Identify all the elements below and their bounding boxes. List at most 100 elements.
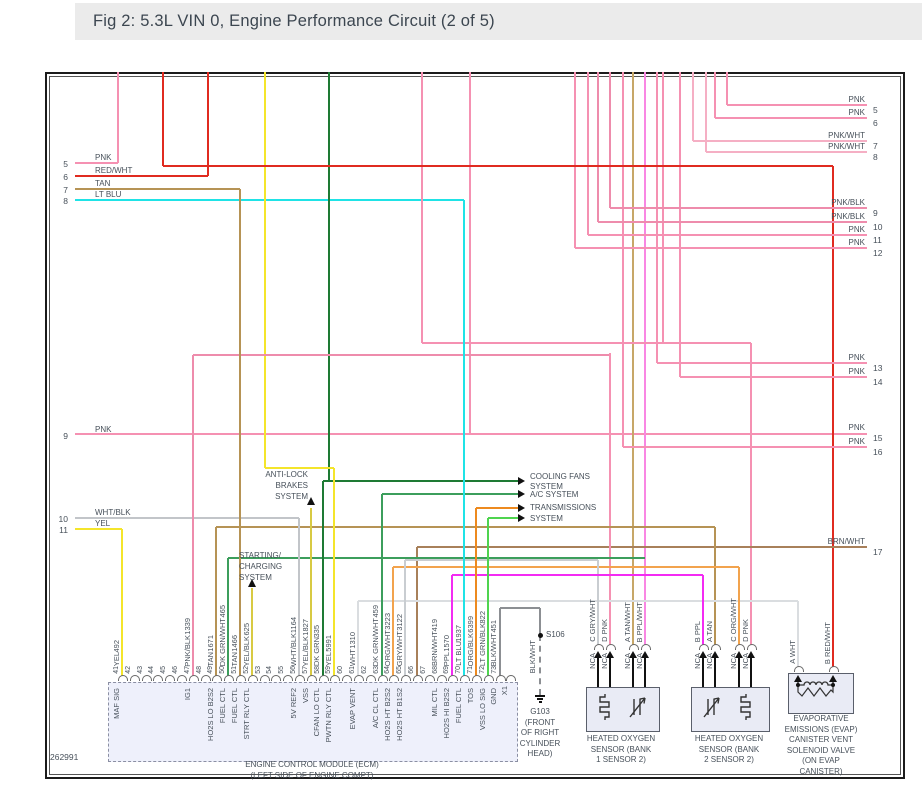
- wire-segment: [750, 343, 752, 645]
- terminal-nca: NCA: [599, 653, 609, 669]
- terminal-id-and-wire: A TAN/WHT: [622, 601, 632, 642]
- wire-segment: [265, 467, 334, 469]
- terminal-arc: [794, 666, 804, 672]
- pin-function-stack: 5V REF2: [288, 688, 299, 718]
- pin-wire-color: WHT: [347, 649, 357, 667]
- pin-wire-color: DK GRN/WHT: [217, 617, 227, 667]
- wire-segment: [475, 508, 477, 676]
- wire-segment: [216, 526, 715, 528]
- pin-text-stack: 1671 TAN 49: [205, 558, 216, 674]
- wire-segment: [656, 72, 658, 363]
- lead-wire-label-right: PNK/WHT: [828, 142, 865, 151]
- wire-segment: [714, 527, 716, 645]
- terminal-arc: [594, 644, 604, 650]
- wire-segment: [251, 588, 253, 676]
- ground-label-g103: CYLINDER: [519, 738, 561, 748]
- connector-pin-arc: [259, 675, 270, 681]
- pin-wire-color: ORG/BLK: [465, 632, 475, 667]
- pin-wire-color: LT GRN/BLK: [477, 623, 487, 667]
- wire-segment: [422, 342, 751, 344]
- connector-pin-arc: [165, 675, 176, 681]
- lead-wire-label-left: WHT/BLK: [95, 508, 131, 517]
- pin-number: 61: [349, 666, 356, 674]
- lead-wire-label-right: PNK: [848, 238, 865, 247]
- terminal-wire-label: B PPL/WHT: [634, 596, 645, 642]
- splice-dot-s106: [537, 632, 543, 638]
- connector-pin-arc: [118, 675, 128, 681]
- wire-segment: [692, 72, 694, 141]
- wire-segment: [192, 355, 194, 676]
- lead-wire-label-right: PNK: [848, 367, 865, 376]
- terminal-arrow: [746, 651, 755, 658]
- connector-pin-arc: [330, 675, 341, 681]
- wire-segment: [328, 72, 330, 481]
- lead-number-right: 10: [873, 222, 883, 232]
- pin-number: 67: [419, 666, 427, 674]
- pin-wire-color: TAN: [206, 651, 216, 667]
- pin-number: 64: [384, 666, 392, 674]
- wire-segment: [463, 200, 465, 676]
- pin-circuit-number: 1570: [442, 635, 452, 653]
- terminal-id-and-wire: B RED/WHT: [822, 621, 832, 664]
- connector-pin-arc: [354, 675, 364, 681]
- cooling-fans-label: SYSTEM: [530, 482, 563, 491]
- lead-number-left: 9: [63, 431, 68, 441]
- wire-segment: [609, 72, 611, 208]
- connector-pin-arc: [129, 675, 140, 681]
- terminal-arc: [735, 644, 745, 650]
- pin-text-stack: 3223 ORG/WHT 64: [382, 558, 393, 674]
- connector-pin-arc: [377, 675, 388, 681]
- wire-segment: [75, 162, 118, 164]
- pin-wire-color: DK GRN/WHT: [371, 617, 381, 667]
- connector-pin-arc: [247, 675, 258, 681]
- terminal-wire-label: D PNK: [599, 596, 610, 642]
- pin-circuit-number: 492: [111, 639, 121, 653]
- wire-segment: [797, 601, 799, 668]
- connector-pin-arc: [200, 675, 211, 681]
- terminal-id-and-wire: A WHT: [787, 640, 797, 664]
- wire-segment: [227, 558, 229, 676]
- ground-label-g103: G103: [530, 707, 550, 716]
- terminal-arc: [699, 644, 709, 650]
- ac-system-arrow: [518, 490, 525, 498]
- wire-segment: [75, 433, 867, 435]
- terminal-nca-label: NCA: [704, 653, 715, 669]
- splice-label-s106: S106: [546, 630, 565, 639]
- connector-pin-arc: [271, 675, 282, 681]
- connector-pin-arc: [306, 675, 317, 681]
- component-box-ho2s-bank2: [691, 687, 770, 732]
- pin-function-label: MAF SIG: [111, 688, 121, 719]
- pin-text-stack: 465 DK GRN/WHT 50: [217, 558, 228, 674]
- pin-function-stack: A/C CL CTL: [371, 688, 382, 728]
- pin-text-stack: 1466 TAN 51: [229, 558, 240, 674]
- lead-wire-label-left: PNK: [95, 425, 112, 434]
- wire-segment: [393, 566, 739, 568]
- pin-circuit-number: 1310: [347, 632, 357, 650]
- pin-number: 56: [290, 666, 297, 674]
- pin-function-label: HO2S LO B2S2: [206, 688, 216, 741]
- terminal-id-and-wire: A TAN: [704, 621, 714, 642]
- wire-segment: [421, 72, 423, 343]
- pin-number: 73: [490, 666, 498, 674]
- terminal-arrow: [793, 675, 802, 682]
- wire-segment: [727, 104, 867, 106]
- terminal-nca: NCA: [692, 653, 702, 669]
- pin-circuit-number: 822: [477, 610, 487, 624]
- terminal-arrow-line: [632, 656, 634, 687]
- wire-segment: [500, 607, 540, 609]
- wire-segment: [738, 567, 740, 645]
- wire-segment: [382, 493, 518, 495]
- lead-wire-label-right: PNK: [848, 353, 865, 362]
- pin-text-stack: 62: [359, 558, 370, 674]
- pin-text-stack: 3122 GRY/WHT 65: [394, 558, 405, 674]
- pin-number: 42: [124, 666, 132, 674]
- lead-number-right: 9: [873, 208, 878, 218]
- wire-segment: [228, 557, 645, 559]
- ground-wire-color: BLK/WHT: [527, 640, 537, 674]
- pin-function-label: A/C CL CTL: [371, 688, 381, 729]
- cooling-fans-arrow: [518, 477, 525, 485]
- wire-segment: [706, 151, 867, 153]
- pin-function-label: IG1: [182, 688, 192, 701]
- symbol-coil-icon: [790, 680, 850, 709]
